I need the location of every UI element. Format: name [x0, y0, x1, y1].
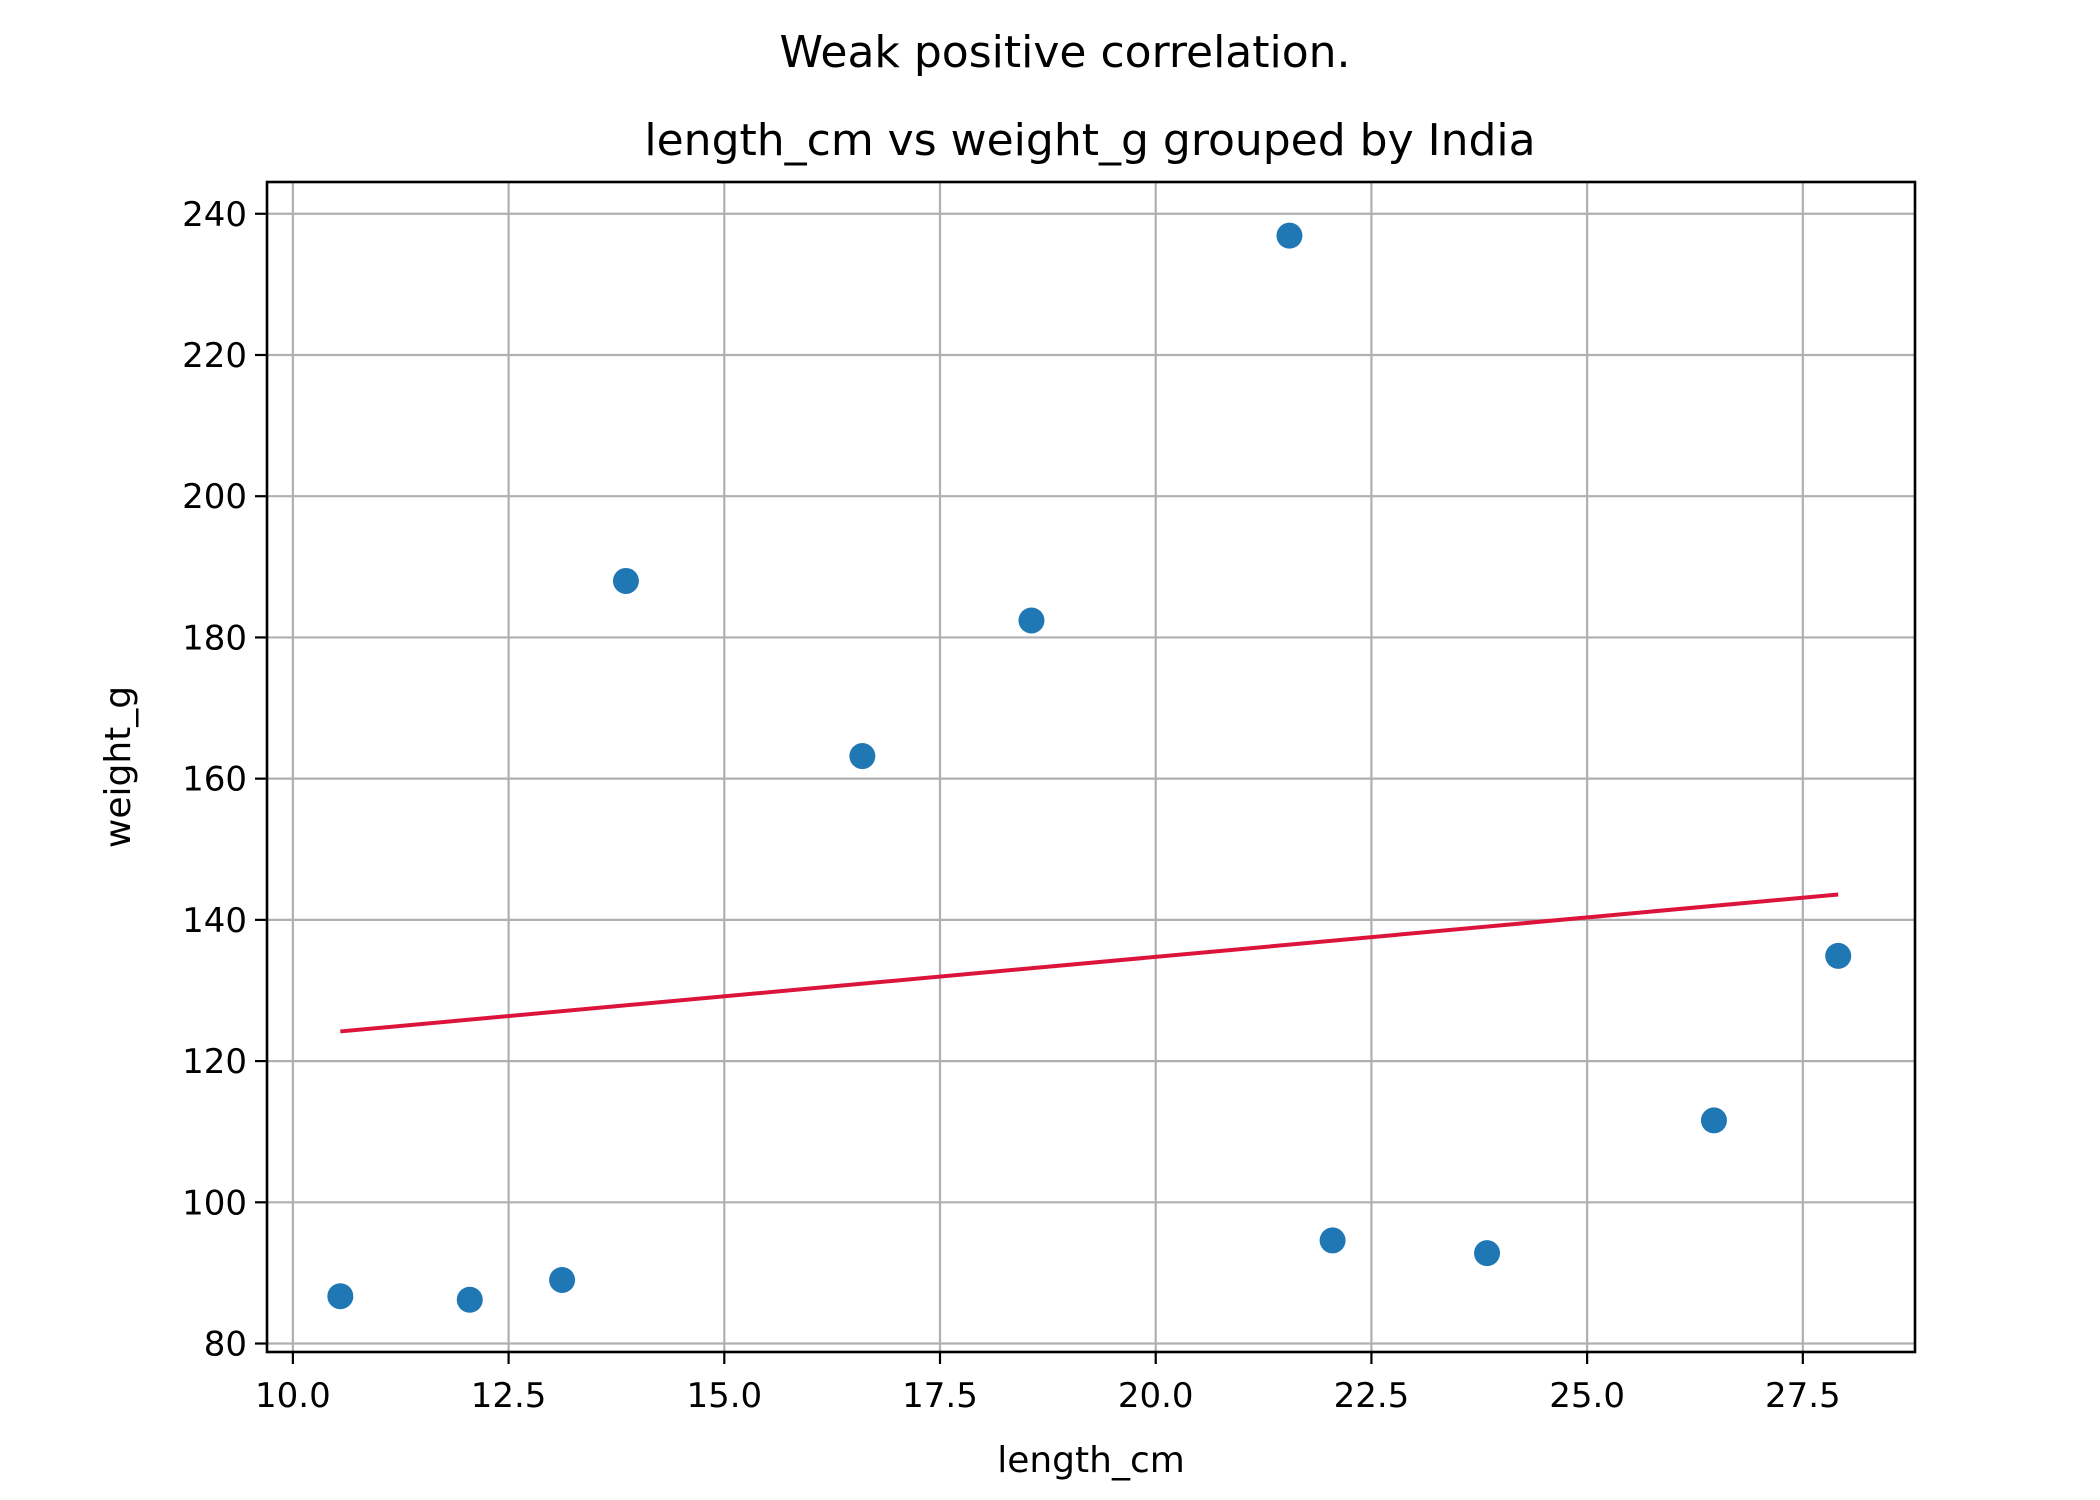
x-tick-label: 22.5 — [1334, 1376, 1410, 1416]
chart-suptitle: Weak positive correlation. — [779, 27, 1350, 78]
y-tick-label: 100 — [182, 1183, 247, 1223]
y-tick-label: 120 — [182, 1042, 247, 1082]
y-tick-label: 140 — [182, 901, 247, 941]
grid-lines — [267, 182, 1915, 1352]
data-point — [327, 1283, 354, 1310]
plot-frame — [265, 180, 1917, 1354]
data-point — [456, 1286, 483, 1313]
x-tick-label: 15.0 — [686, 1376, 762, 1416]
y-tick-label: 240 — [182, 195, 247, 235]
data-point — [549, 1266, 576, 1293]
x-tick-label: 12.5 — [471, 1376, 547, 1416]
x-tick-label: 17.5 — [902, 1376, 978, 1416]
data-point — [1474, 1240, 1501, 1267]
data-point — [1700, 1107, 1727, 1134]
chart-title: length_cm vs weight_g grouped by India — [644, 115, 1535, 166]
data-point — [1825, 942, 1852, 969]
y-tick-label: 180 — [182, 618, 247, 658]
y-axis-label: weight_g — [98, 686, 139, 848]
data-point — [1319, 1227, 1346, 1254]
data-points — [327, 222, 1852, 1313]
x-tick-label: 27.5 — [1765, 1376, 1841, 1416]
y-axis-ticks: 80 100 120 140 160 180 200 220 240 — [182, 195, 267, 1365]
x-axis-label: length_cm — [997, 1440, 1185, 1481]
data-point — [612, 567, 639, 594]
data-point — [849, 743, 876, 770]
y-tick-label: 200 — [182, 477, 247, 517]
y-tick-label: 220 — [182, 336, 247, 376]
trend-line-layer — [340, 892, 1839, 1034]
y-tick-label: 80 — [204, 1325, 247, 1365]
x-axis-ticks: 10.0 12.5 15.0 17.5 20.0 22.5 25.0 27.5 — [255, 1352, 1841, 1416]
data-point — [1276, 222, 1303, 249]
trend-line — [340, 892, 1839, 1034]
x-tick-label: 10.0 — [255, 1376, 331, 1416]
x-tick-label: 25.0 — [1549, 1376, 1625, 1416]
y-tick-label: 160 — [182, 760, 247, 800]
x-tick-label: 20.0 — [1118, 1376, 1194, 1416]
data-point — [1018, 607, 1045, 634]
